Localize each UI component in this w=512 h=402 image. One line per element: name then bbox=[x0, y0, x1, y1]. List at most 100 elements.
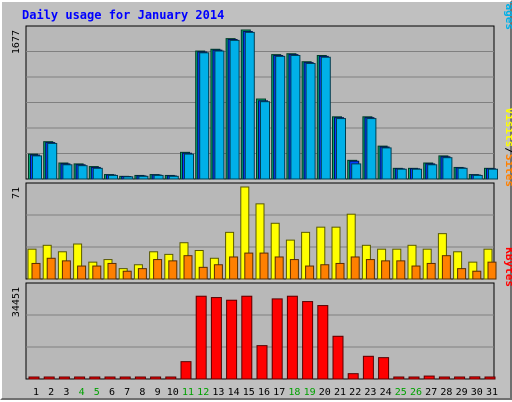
x-tick-label: 18 bbox=[288, 387, 300, 398]
panel-kbytes: 34451 KBytes bbox=[11, 247, 512, 380]
bar-sites bbox=[441, 255, 451, 280]
bar-sites bbox=[457, 268, 467, 280]
legend: Visits/Sites bbox=[503, 108, 512, 188]
x-tick-label: 11 bbox=[182, 387, 194, 398]
panel-hits-files-pages: 1677 Hits/Files/Pages bbox=[11, 2, 512, 180]
x-tick-label: 4 bbox=[79, 387, 85, 398]
x-tick-label: 17 bbox=[273, 387, 285, 398]
x-tick-label: 3 bbox=[63, 387, 69, 398]
bar-kbytes bbox=[423, 375, 435, 380]
bar-sites bbox=[259, 252, 269, 280]
bar-pages bbox=[427, 164, 438, 180]
bar-kbytes bbox=[104, 376, 116, 380]
x-tick-label: 25 bbox=[395, 387, 407, 398]
bar-kbytes bbox=[484, 376, 496, 380]
bar-sites bbox=[229, 256, 239, 280]
bar-pages bbox=[336, 118, 346, 180]
bar-pages bbox=[184, 153, 194, 180]
bar-kbytes bbox=[362, 355, 374, 380]
bar-kbytes bbox=[58, 376, 70, 380]
bar-kbytes bbox=[165, 376, 177, 380]
x-tick-label: 23 bbox=[364, 387, 376, 398]
bar-sites bbox=[183, 255, 193, 280]
x-tick-label: 15 bbox=[243, 387, 255, 398]
y-axis-max-label: 34451 bbox=[11, 287, 22, 317]
bar-sites bbox=[320, 264, 330, 280]
x-tick-label: 10 bbox=[167, 387, 179, 398]
bar-pages bbox=[229, 39, 240, 180]
x-tick-label: 20 bbox=[319, 387, 331, 398]
bar-sites bbox=[426, 262, 436, 280]
bar-pages bbox=[366, 118, 377, 180]
bar-sites bbox=[122, 270, 132, 280]
bar-kbytes bbox=[317, 305, 329, 380]
bar-pages bbox=[320, 56, 331, 180]
bar-pages bbox=[47, 142, 58, 180]
panel-visits-sites: 71 Visits/Sites bbox=[11, 108, 512, 280]
bar-kbytes bbox=[119, 376, 131, 380]
x-tick-label: 12 bbox=[197, 387, 209, 398]
bar-pages bbox=[77, 165, 88, 180]
legend-entry: Visits bbox=[503, 108, 512, 148]
x-tick-label: 26 bbox=[410, 387, 422, 398]
x-tick-label: 24 bbox=[380, 387, 392, 398]
y-axis-max-label: 71 bbox=[11, 187, 22, 199]
bar-sites bbox=[213, 264, 223, 280]
bar-sites bbox=[77, 265, 87, 280]
x-tick-label: 13 bbox=[212, 387, 224, 398]
bar-pages bbox=[32, 155, 42, 180]
legend-entry: Sites bbox=[503, 154, 512, 187]
bar-sites bbox=[411, 265, 421, 280]
bar-kbytes bbox=[28, 376, 40, 380]
bar-kbytes bbox=[393, 376, 405, 380]
bar-kbytes bbox=[454, 376, 466, 380]
bar-pages bbox=[381, 147, 392, 180]
bar-kbytes bbox=[378, 357, 390, 380]
bar-sites bbox=[107, 262, 117, 280]
bar-pages bbox=[168, 175, 179, 180]
bar-pages bbox=[92, 167, 103, 180]
bar-pages bbox=[442, 157, 453, 180]
x-tick-label: 16 bbox=[258, 387, 270, 398]
bar-sites bbox=[472, 270, 482, 280]
x-tick-label: 2 bbox=[48, 387, 54, 398]
bar-kbytes bbox=[180, 361, 192, 380]
bar-pages bbox=[275, 55, 286, 180]
x-tick-label: 22 bbox=[349, 387, 361, 398]
bar-kbytes bbox=[347, 373, 359, 380]
bar-pages bbox=[305, 62, 316, 180]
bar-sites bbox=[168, 260, 178, 280]
bar-sites bbox=[396, 260, 406, 280]
bar-kbytes bbox=[469, 376, 481, 380]
x-tick-label: 9 bbox=[155, 387, 161, 398]
bar-sites bbox=[305, 265, 315, 280]
bar-kbytes bbox=[256, 345, 268, 380]
bar-sites bbox=[61, 260, 71, 280]
bar-sites bbox=[487, 261, 497, 280]
x-tick-label: 5 bbox=[94, 387, 100, 398]
legend: KBytes bbox=[503, 247, 512, 287]
bar-kbytes bbox=[241, 295, 253, 380]
x-tick-label: 21 bbox=[334, 387, 346, 398]
bar-pages bbox=[396, 168, 407, 180]
bar-sites bbox=[153, 259, 163, 280]
bar-pages bbox=[472, 174, 483, 180]
bar-kbytes bbox=[332, 335, 344, 380]
bar-pages bbox=[488, 168, 498, 180]
bar-sites bbox=[46, 257, 56, 280]
bar-pages bbox=[457, 167, 468, 180]
bar-sites bbox=[350, 256, 360, 280]
bar-sites bbox=[137, 268, 147, 280]
bar-pages bbox=[153, 174, 164, 180]
bar-pages bbox=[244, 31, 255, 180]
bar-pages bbox=[123, 176, 134, 180]
bar-sites bbox=[289, 259, 299, 280]
y-axis-max-label: 1677 bbox=[11, 30, 22, 54]
bar-sites bbox=[31, 262, 41, 280]
legend-entry: / bbox=[503, 147, 512, 154]
bar-kbytes bbox=[226, 299, 238, 380]
bar-sites bbox=[92, 265, 102, 280]
bar-pages bbox=[351, 163, 362, 180]
